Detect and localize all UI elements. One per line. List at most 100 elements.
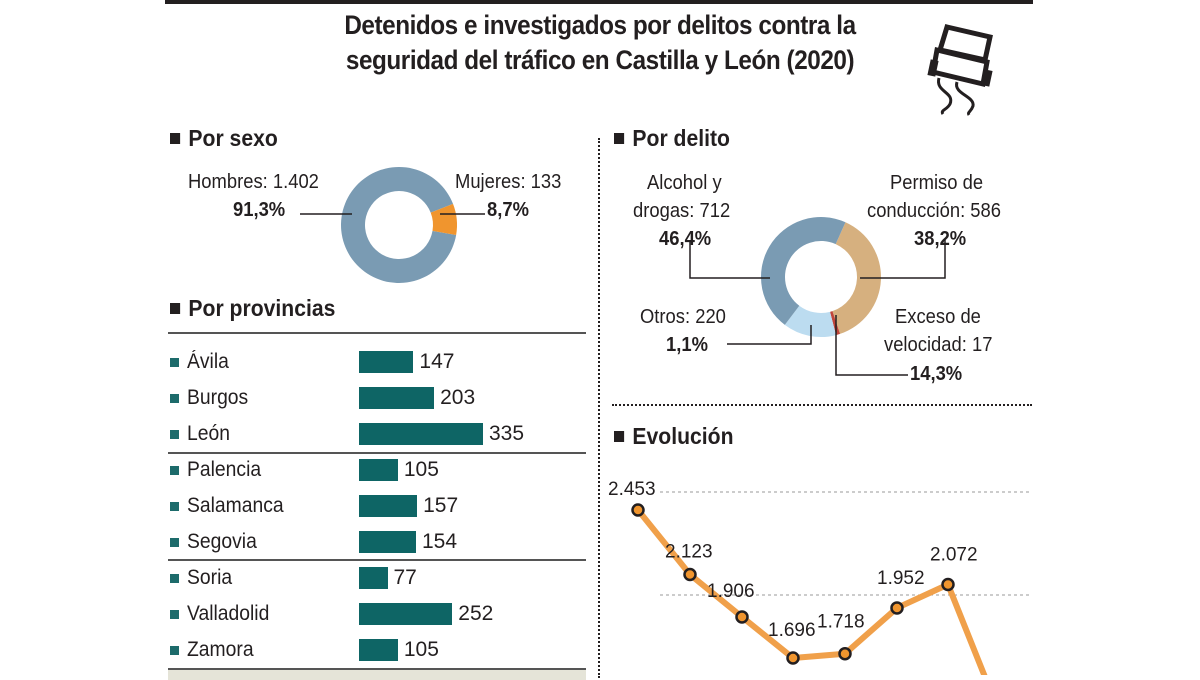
province-bar xyxy=(359,495,418,517)
bullet-square-icon xyxy=(170,429,179,439)
donut-delito xyxy=(689,216,946,376)
bullet-square-icon xyxy=(170,645,179,655)
province-name: Burgos xyxy=(187,386,249,409)
province-row: León 335 xyxy=(170,419,524,449)
mujeres-label: Mujeres: 133 xyxy=(455,171,562,193)
province-row: Valladolid 252 xyxy=(170,599,493,629)
slice-hombres xyxy=(341,167,457,284)
data-point xyxy=(735,610,749,624)
hombres-label: Hombres: 1.402 xyxy=(188,171,319,193)
province-bar xyxy=(359,639,398,661)
exceso-pct: 14,3% xyxy=(910,363,963,385)
bullet-square-icon xyxy=(170,573,179,583)
province-name: Ávila xyxy=(187,350,229,373)
leader-exceso xyxy=(835,315,908,376)
section-provincias-heading: Por provincias xyxy=(170,295,335,322)
section-sexo-heading: Por sexo xyxy=(170,125,278,152)
slice-mujeres xyxy=(430,203,457,235)
otros-label: Otros: 220 xyxy=(640,306,726,328)
permiso-label-1: Permiso de xyxy=(890,172,984,194)
slice-exceso xyxy=(830,311,841,336)
data-label: 1.906 xyxy=(707,581,755,602)
leader-otros xyxy=(727,325,812,345)
province-value: 335 xyxy=(489,422,525,445)
province-name: Zamora xyxy=(187,638,254,661)
horizontal-divider xyxy=(612,404,1032,406)
province-bar xyxy=(359,459,398,481)
bullet-square-icon xyxy=(170,537,179,547)
slice-alcohol xyxy=(760,216,846,325)
hombres-pct: 91,3% xyxy=(233,199,286,221)
province-bar xyxy=(359,567,388,589)
table-rule xyxy=(168,332,586,334)
otros-pct: 1,1% xyxy=(666,334,708,356)
series-line xyxy=(635,508,988,675)
province-row: Palencia 105 xyxy=(170,455,439,485)
bullet-square-icon xyxy=(170,609,179,619)
province-bar xyxy=(359,423,483,445)
table-rule xyxy=(168,559,586,561)
page-title: Detenidos e investigados por delitos con… xyxy=(321,8,879,78)
province-value: 77 xyxy=(393,566,417,589)
alcohol-label-1: Alcohol y xyxy=(647,172,722,194)
alcohol-label-2: drogas: 712 xyxy=(633,200,731,222)
province-row: Soria 77 xyxy=(170,563,417,593)
data-point xyxy=(890,601,904,615)
province-value: 147 xyxy=(419,350,455,373)
exceso-label-1: Exceso de xyxy=(895,306,981,328)
province-row: Burgos 203 xyxy=(170,383,475,413)
donut-sexo xyxy=(300,167,485,284)
data-label: 2.123 xyxy=(665,542,713,563)
data-label: 1.952 xyxy=(877,568,925,589)
section-delito-heading: Por delito xyxy=(614,125,730,152)
alcohol-pct: 46,4% xyxy=(659,228,712,250)
title-line-1: Detenidos e investigados por delitos con… xyxy=(344,10,856,40)
province-row: Zamora 105 xyxy=(170,635,439,665)
leader-alcohol xyxy=(689,240,770,279)
slice-otros xyxy=(784,305,837,337)
province-name: Valladolid xyxy=(187,602,270,625)
section-evolucion-heading: Evolución xyxy=(614,423,734,450)
bullet-square-icon xyxy=(614,431,625,442)
data-label: 2.453 xyxy=(608,479,656,500)
province-value: 105 xyxy=(403,638,439,661)
data-point xyxy=(631,503,645,517)
bullet-square-icon xyxy=(170,303,181,314)
data-label: 1.718 xyxy=(817,612,865,633)
province-row: Salamanca 157 xyxy=(170,491,458,521)
data-point xyxy=(683,567,697,582)
province-value: 154 xyxy=(422,530,458,553)
bullet-square-icon xyxy=(170,393,179,403)
data-label: 2.072 xyxy=(930,544,978,565)
province-name: León xyxy=(187,422,230,445)
province-row: Segovia 154 xyxy=(170,527,457,557)
province-bar xyxy=(359,603,453,625)
province-bar xyxy=(359,351,414,373)
data-point xyxy=(786,651,800,665)
bullet-square-icon xyxy=(170,133,181,144)
bullet-square-icon xyxy=(170,501,179,511)
top-rule xyxy=(165,0,1033,4)
province-bar xyxy=(359,387,435,409)
province-bar xyxy=(359,531,416,553)
province-name: Palencia xyxy=(187,458,262,481)
title-line-2: seguridad del tráfico en Castilla y León… xyxy=(345,45,855,75)
mujeres-pct: 8,7% xyxy=(487,199,529,221)
province-value: 105 xyxy=(403,458,439,481)
province-row: Ávila 147 xyxy=(170,347,454,377)
skidding-car-icon xyxy=(927,24,993,116)
permiso-pct: 38,2% xyxy=(914,228,967,250)
bullet-square-icon xyxy=(614,133,625,144)
bullet-square-icon xyxy=(170,465,179,475)
vertical-divider xyxy=(598,138,600,678)
table-rule xyxy=(168,452,586,454)
province-value: 157 xyxy=(423,494,459,517)
data-point xyxy=(838,646,852,661)
leader-permiso xyxy=(860,240,946,279)
footer-band xyxy=(168,668,586,680)
data-point xyxy=(941,577,955,592)
exceso-label-2: velocidad: 17 xyxy=(884,334,993,356)
permiso-label-2: conducción: 586 xyxy=(867,200,1002,222)
province-value: 203 xyxy=(440,386,476,409)
